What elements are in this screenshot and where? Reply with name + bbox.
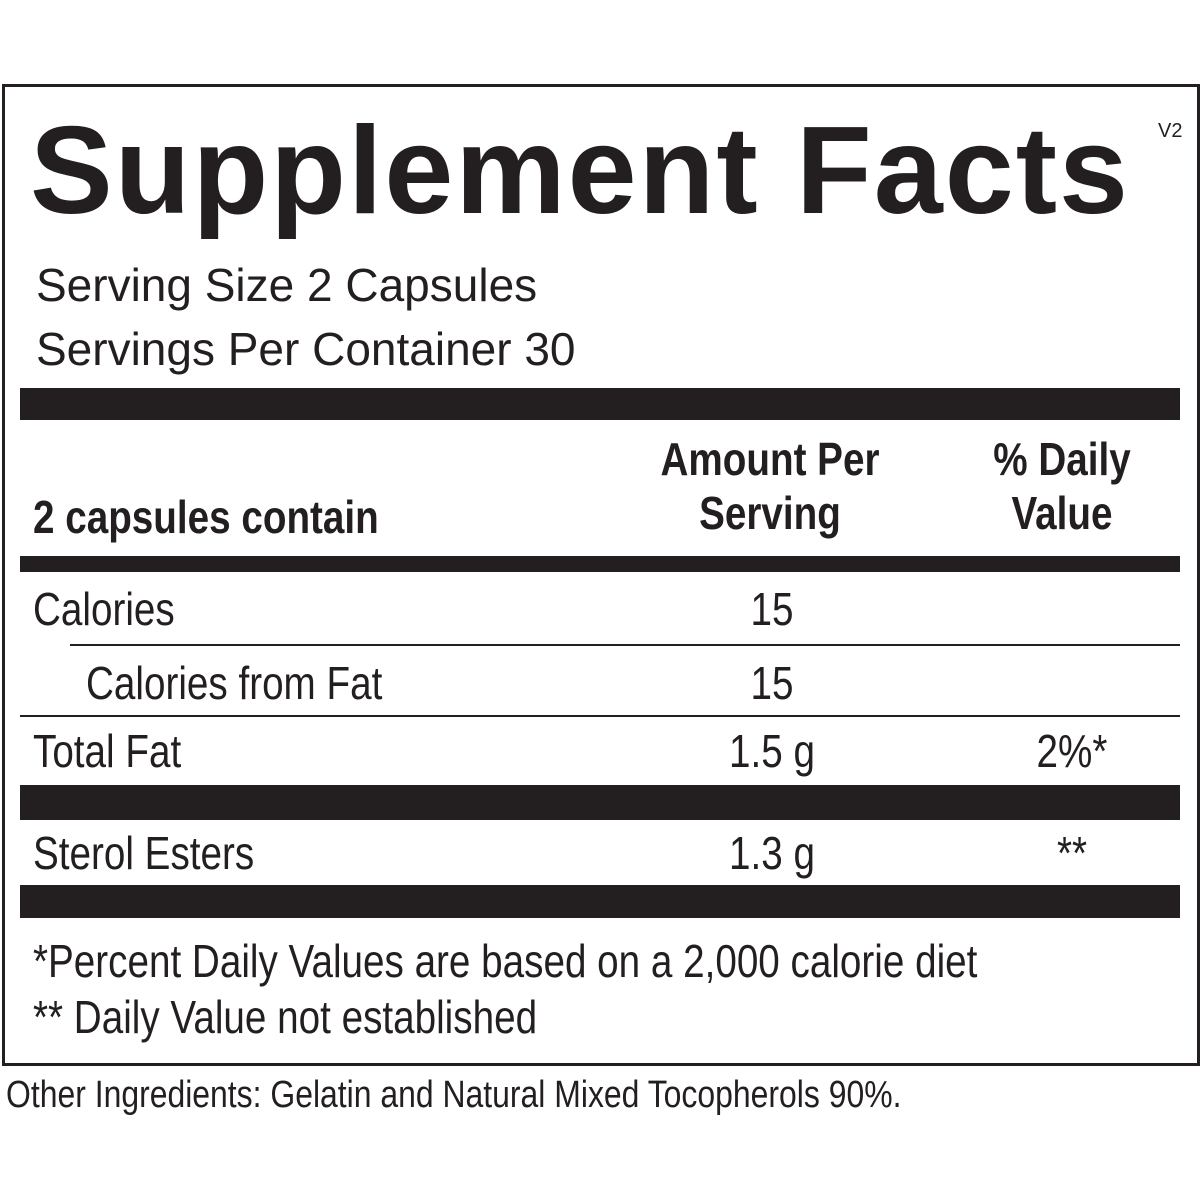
thick-rule xyxy=(20,885,1180,918)
row-name: Sterol Esters xyxy=(33,827,255,879)
row-rule xyxy=(70,644,1180,646)
header-dv: % Daily Value xyxy=(993,432,1130,540)
header-contain: 2 capsules contain xyxy=(33,491,379,543)
version: V2 xyxy=(1158,120,1183,142)
medium-rule xyxy=(20,556,1180,572)
row-amount: 1.5 g xyxy=(729,725,815,777)
header-text: % Daily xyxy=(993,433,1131,485)
header-text: Value xyxy=(1011,487,1113,539)
row-dv: ** xyxy=(1056,827,1088,879)
serving-size: Serving Size 2 Capsules xyxy=(36,259,538,311)
header-text: Amount Per xyxy=(660,433,880,485)
row-amount: 1.3 g xyxy=(729,827,815,879)
row-dv: 2%* xyxy=(1036,725,1108,777)
row-amount: 15 xyxy=(750,583,794,635)
row-name: Calories xyxy=(33,583,175,635)
row-name: Total Fat xyxy=(33,725,182,777)
header-amount: Amount Per Serving xyxy=(661,432,880,540)
title: Supplement Facts xyxy=(30,102,1130,240)
footnote: *Percent Daily Values are based on a 2,0… xyxy=(33,935,978,987)
other-ingredients: Other Ingredients: Gelatin and Natural M… xyxy=(6,1074,902,1116)
header-text: Serving xyxy=(699,487,841,539)
row-amount: 15 xyxy=(750,657,794,709)
footnote: ** Daily Value not established xyxy=(33,991,538,1043)
row-rule xyxy=(20,715,1180,717)
label-border xyxy=(2,84,1200,1066)
servings-per-container: Servings Per Container 30 xyxy=(36,323,576,375)
row-name: Calories from Fat xyxy=(86,657,383,709)
thick-rule xyxy=(20,785,1180,820)
thick-rule xyxy=(20,388,1180,420)
